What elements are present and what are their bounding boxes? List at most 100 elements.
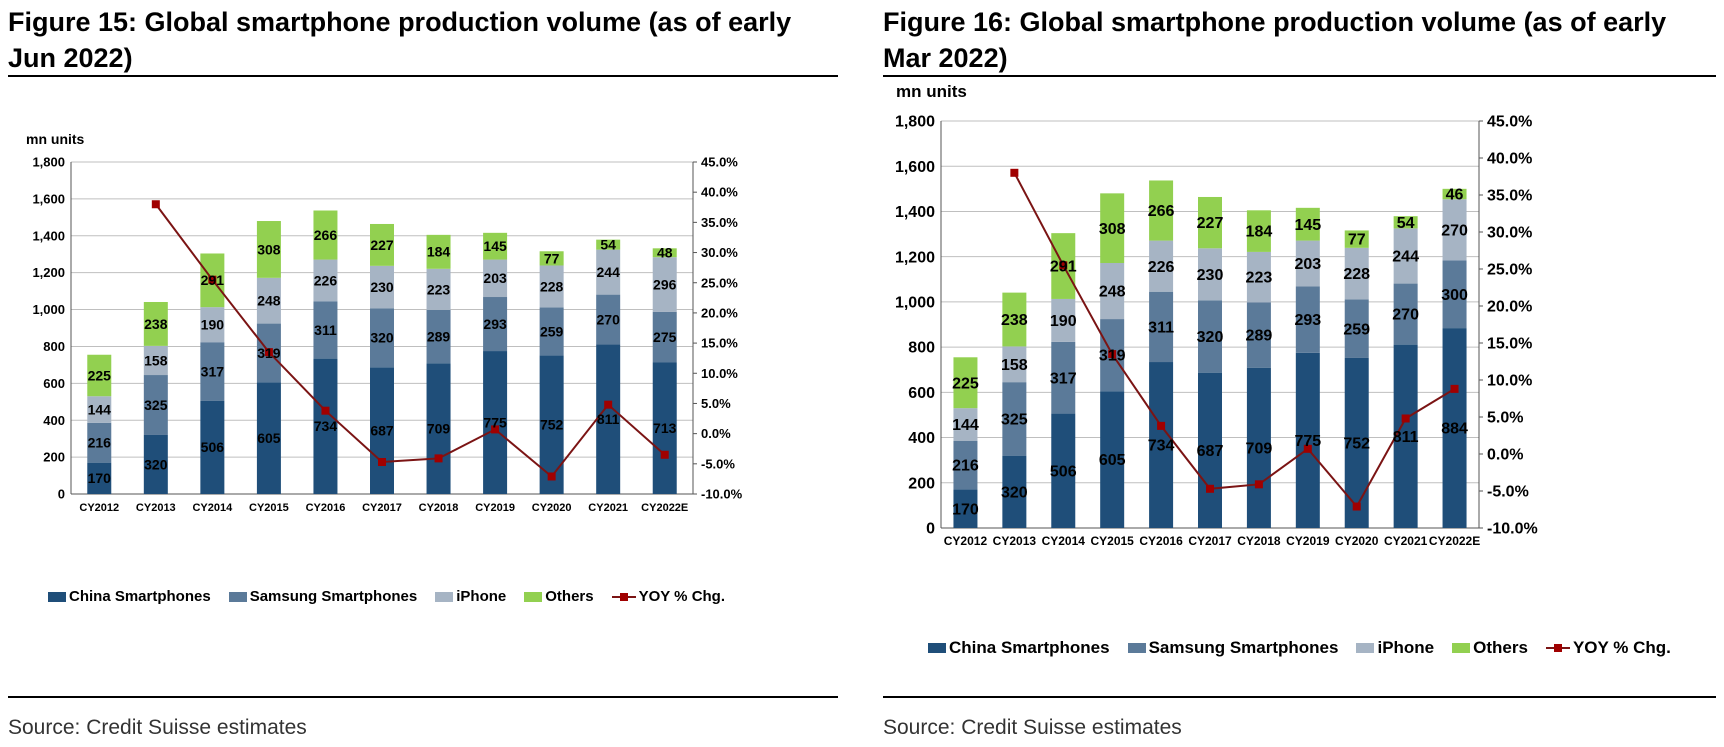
data-label: 226	[314, 272, 338, 288]
y-axis-title: mn units	[896, 82, 967, 101]
bar-segment-others	[483, 232, 508, 260]
legend-item-china: China Smartphones	[928, 638, 1110, 658]
bar-segment-china	[256, 382, 281, 494]
y2-tick-label: 40.0%	[701, 185, 738, 200]
data-label: 259	[540, 323, 564, 339]
bar-segment-iphone	[1295, 240, 1320, 287]
legend-item-samsung: Samsung Smartphones	[1127, 638, 1339, 658]
bar-segment-china	[652, 362, 677, 494]
data-label: 709	[1246, 440, 1273, 457]
source-divider	[8, 696, 838, 698]
bar-segment-iphone	[1100, 262, 1125, 320]
yoy-marker	[1450, 384, 1459, 393]
data-label: 270	[597, 311, 621, 327]
bar-segment-china	[1100, 391, 1125, 528]
y-tick-label: 1,800	[895, 114, 935, 131]
data-label: 77	[1348, 232, 1366, 249]
data-label: 319	[1099, 348, 1126, 365]
data-label: 605	[257, 430, 281, 446]
x-tick-label: CY2022E	[1429, 534, 1480, 548]
yoy-marker	[547, 472, 556, 481]
yoy-marker	[1352, 502, 1361, 511]
yoy-marker	[1059, 261, 1068, 270]
bar-segment-samsung	[1149, 291, 1174, 363]
data-label: 300	[1441, 287, 1468, 304]
data-label: 170	[88, 470, 112, 486]
y-tick-label: 600	[43, 376, 65, 391]
data-label: 216	[88, 435, 112, 451]
data-label: 293	[483, 316, 507, 332]
bar-segment-china	[1442, 328, 1467, 528]
yoy-line	[1013, 172, 1456, 509]
y2-tick-label: -10.0%	[1487, 521, 1538, 538]
bar-segment-china	[596, 344, 621, 494]
y2-tick-label: 30.0%	[1487, 225, 1532, 242]
legend-label: Samsung Smartphones	[1148, 638, 1339, 657]
data-label: 266	[314, 227, 338, 243]
y-tick-label: 1,400	[895, 204, 935, 221]
bar-segment-iphone	[1246, 251, 1271, 303]
x-tick-label: CY2012	[79, 502, 119, 514]
y2-tick-label: 0.0%	[701, 426, 731, 441]
x-tick-label: CY2021	[588, 502, 628, 514]
yoy-marker	[1401, 414, 1410, 423]
data-label: 275	[653, 329, 677, 345]
bar-segment-others	[143, 301, 168, 346]
legend-label: Others	[1473, 638, 1528, 657]
bar-segment-samsung	[1246, 302, 1271, 368]
legend-swatch	[1356, 643, 1375, 653]
bar-segment-samsung	[313, 301, 338, 359]
data-label: 325	[144, 397, 168, 413]
bar-segment-others	[370, 223, 394, 266]
y-tick-label: 400	[908, 430, 935, 447]
bar-segment-iphone	[483, 259, 508, 298]
data-label: 296	[653, 276, 677, 292]
data-label: 238	[144, 316, 168, 332]
x-tick-label: CY2015	[1090, 534, 1134, 548]
data-label: 734	[1148, 438, 1175, 455]
bar-segment-others	[539, 251, 564, 266]
legend-label: Others	[545, 588, 594, 605]
data-label: 248	[1099, 284, 1126, 301]
legend-line-swatch	[611, 592, 636, 602]
bar-segment-others	[313, 210, 338, 260]
x-tick-label: CY2018	[419, 502, 459, 514]
data-label: 238	[1001, 312, 1028, 329]
bar-segment-others	[426, 234, 451, 269]
figure-title: Figure 16: Global smartphone production …	[883, 7, 1667, 73]
data-label: 308	[257, 241, 281, 257]
legend-label: YOY % Chg.	[1572, 638, 1671, 657]
chart-figure-15: mn units 0 200 400 600 800 1,000 1,200 1,400 1,60…	[26, 131, 743, 514]
bar-segment-others	[1002, 292, 1027, 347]
data-label: 270	[1392, 307, 1419, 324]
yoy-marker	[1108, 350, 1117, 359]
data-label: 216	[952, 458, 979, 475]
y-tick-label: 800	[908, 340, 935, 357]
data-label: 320	[144, 456, 168, 472]
y2-tick-label: 5.0%	[1487, 410, 1523, 427]
data-label: 811	[597, 411, 620, 427]
data-label: 775	[483, 414, 507, 430]
chart-legend: China Smartphones Samsung Smartphones iP…	[48, 588, 743, 605]
bar-segment-samsung	[143, 375, 168, 435]
bar-segment-china	[313, 358, 338, 494]
bar-segment-iphone	[1442, 199, 1467, 261]
bar-segment-samsung	[426, 309, 451, 364]
bar-segment-iphone	[143, 345, 168, 376]
bar-segment-china	[1344, 357, 1369, 528]
figure-title: Figure 15: Global smartphone production …	[8, 7, 792, 73]
bar-segment-samsung	[200, 342, 225, 401]
data-label: 248	[257, 293, 281, 309]
y2-tick-label: 25.0%	[1487, 262, 1532, 279]
bar-segment-samsung	[596, 294, 621, 345]
data-label: 266	[1148, 203, 1175, 220]
y-tick-label: 400	[43, 413, 65, 428]
bar-segment-samsung	[1002, 382, 1027, 456]
data-label: 203	[1294, 256, 1321, 273]
y2-tick-label: 35.0%	[701, 215, 738, 230]
bar-segment-iphone	[200, 307, 225, 343]
data-label: 291	[1050, 259, 1077, 276]
bar-segment-iphone	[1149, 240, 1174, 292]
data-label: 223	[427, 281, 451, 297]
bar-segment-china	[1198, 372, 1222, 528]
